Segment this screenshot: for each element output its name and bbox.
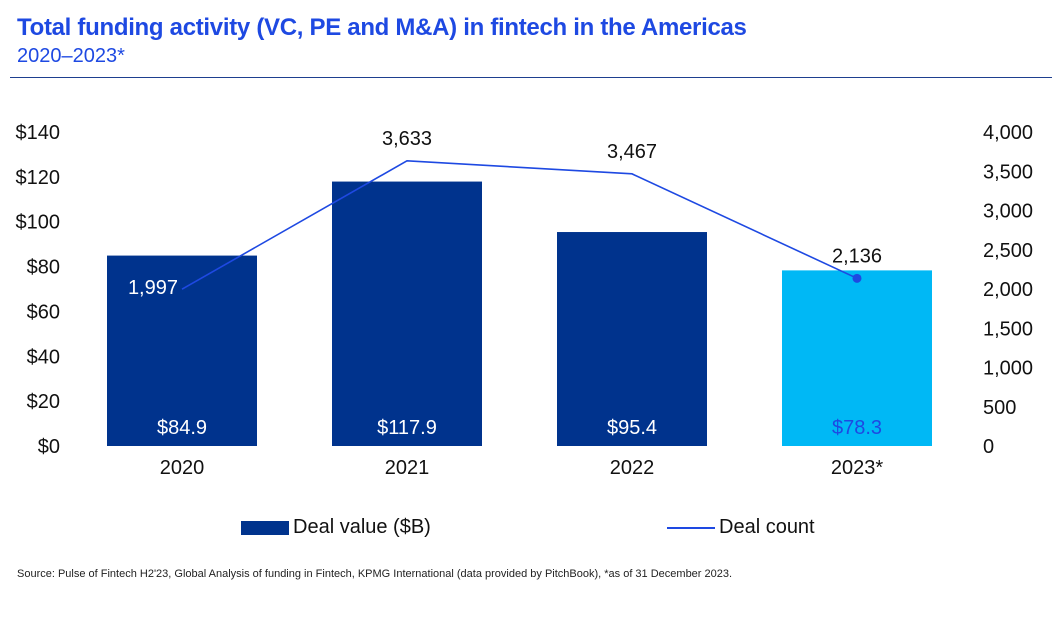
legend-label-deal-count: Deal count — [719, 516, 815, 538]
right-axis-tick-label: 4,000 — [983, 122, 1033, 144]
right-axis: 0 500 1,000 1,500 2,000 2,500 3,000 3,500 4,000 — [983, 122, 1033, 458]
legend-bar-swatch — [241, 520, 289, 535]
right-axis-tick-label: 2,000 — [983, 279, 1033, 301]
legend-item-deal-count: Deal count — [667, 516, 815, 539]
chart-subtitle: 2020–2023* — [17, 45, 125, 67]
line-data-label: 2,136 — [832, 245, 882, 267]
left-axis-tick-label: $100 — [16, 212, 61, 234]
left-axis-tick-label: $120 — [16, 167, 61, 189]
legend-line-swatch — [667, 526, 715, 529]
x-axis-tick-label: 2020 — [160, 457, 205, 479]
bar — [107, 255, 257, 446]
line-data-label: 1,997 — [128, 277, 178, 299]
source-note: Source: Pulse of Fintech H2'23, Global A… — [17, 568, 733, 580]
line-series: 1,997 3,633 3,467 2,136 — [128, 128, 882, 299]
bar-data-label: $78.3 — [832, 417, 882, 439]
deal-count-line — [181, 159, 858, 290]
bar — [557, 232, 707, 446]
right-axis-tick-label: 2,500 — [983, 240, 1033, 262]
left-axis-tick-label: $20 — [27, 391, 60, 413]
line-data-label: 3,633 — [382, 128, 432, 150]
right-axis-tick-label: 1,000 — [983, 358, 1033, 380]
x-axis-tick-label: 2021 — [385, 457, 430, 479]
left-axis-tick-label: $40 — [27, 346, 60, 368]
left-axis-tick-label: $80 — [27, 257, 60, 279]
x-axis-tick-label: 2022 — [610, 457, 655, 479]
bar — [332, 181, 482, 446]
bar-series: $84.9 $117.9 $95.4 $78.3 — [107, 181, 932, 446]
left-axis: $0 $20 $40 $60 $80 $100 $120 $140 — [16, 122, 61, 458]
x-axis-tick-label: 2023* — [831, 457, 883, 479]
bar — [782, 270, 932, 446]
bar-data-label: $95.4 — [607, 417, 657, 439]
x-axis: 2020 2021 2022 2023* — [160, 457, 884, 479]
line-data-label: 3,467 — [607, 141, 657, 163]
chart-title: Total funding activity (VC, PE and M&A) … — [17, 14, 747, 41]
bar-data-label: $84.9 — [157, 417, 207, 439]
right-axis-tick-label: 0 — [983, 436, 994, 458]
bar-data-label: $117.9 — [377, 417, 437, 439]
line-point-marker — [852, 273, 862, 283]
left-axis-tick-label: $60 — [27, 301, 60, 323]
right-axis-tick-label: 3,500 — [983, 161, 1033, 183]
left-axis-tick-label: $0 — [38, 436, 60, 458]
left-axis-tick-label: $140 — [16, 122, 61, 144]
title-divider — [10, 77, 1052, 78]
right-axis-tick-label: 1,500 — [983, 318, 1033, 340]
right-axis-tick-label: 3,000 — [983, 201, 1033, 223]
legend-item-deal-value: Deal value ($B) — [241, 516, 431, 539]
right-axis-tick-label: 500 — [983, 397, 1016, 419]
legend-label-deal-value: Deal value ($B) — [293, 516, 431, 538]
